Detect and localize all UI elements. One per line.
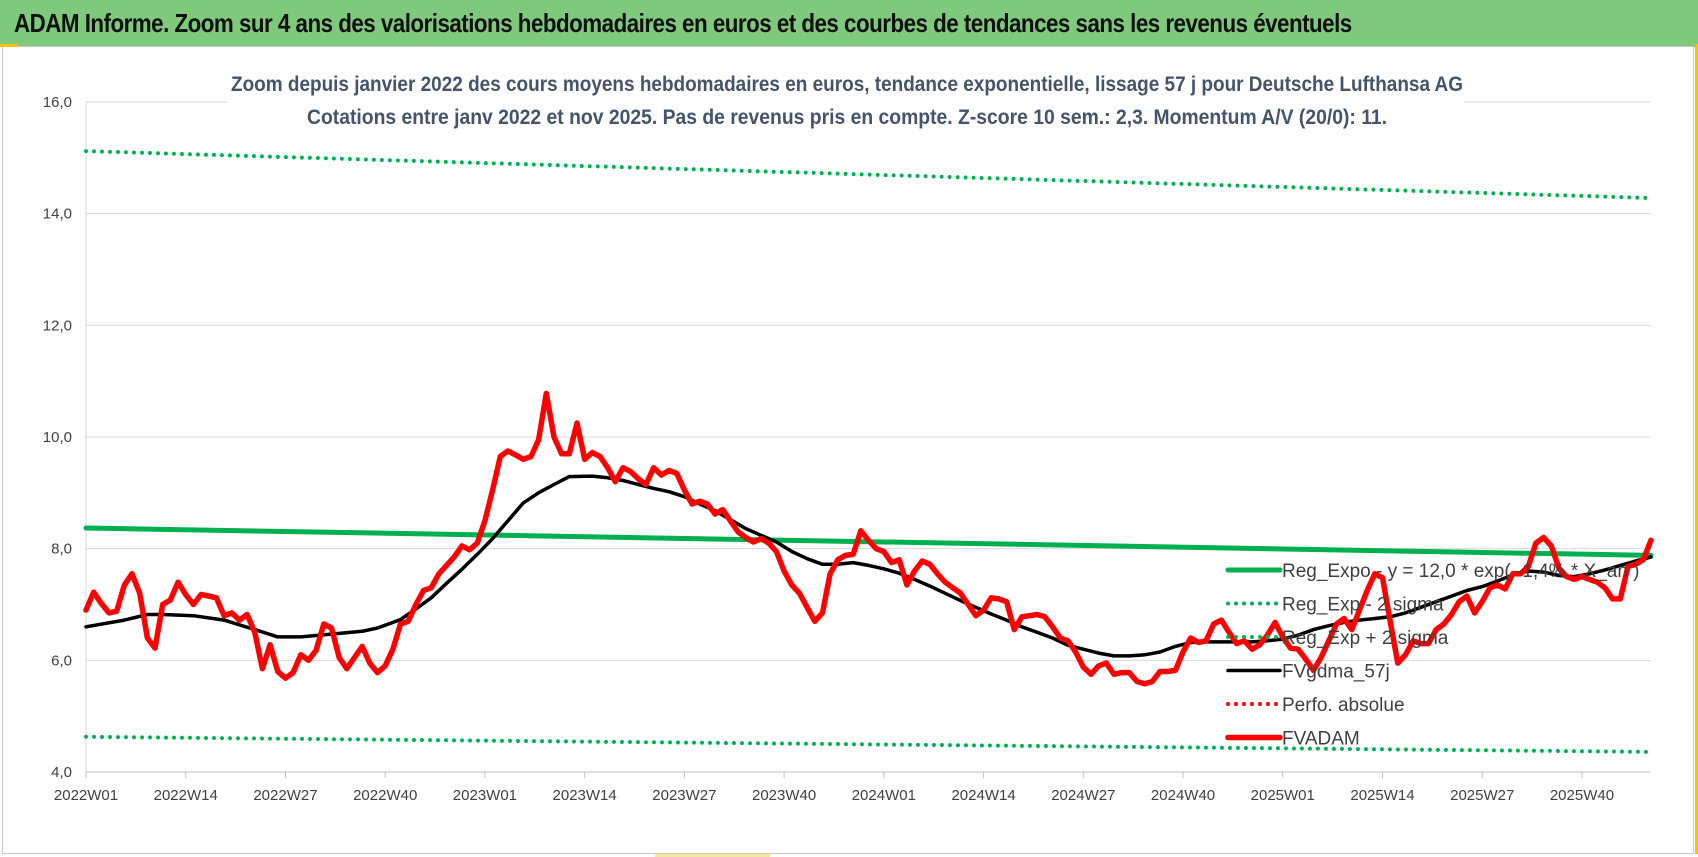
- x-tick-label: 2024W40: [1151, 787, 1215, 804]
- x-tick-label: 2025W14: [1350, 787, 1414, 804]
- series-line-reg-exp-2-sigma: [84, 149, 1653, 200]
- y-tick-label: 6,0: [51, 652, 72, 669]
- x-tick-label: 2023W40: [752, 787, 816, 804]
- y-tick-label: 12,0: [43, 317, 72, 334]
- x-axis: 2022W01 2022W14 2022W27 2022W40 2023W01 2023W…: [54, 771, 1651, 804]
- y-tick-label: 10,0: [43, 429, 72, 446]
- series-line-fvadam: [83, 390, 1654, 687]
- legend-label-reg-exp-2-sigma: Reg_Exp + 2 sigma: [1282, 628, 1449, 649]
- y-tick-label: 4,0: [51, 764, 72, 781]
- legend-label-reg-expo-y-12-0-exp-1-4-x-an: Reg_Expo - y = 12,0 * exp( -1,4% * X_an …: [1282, 561, 1640, 582]
- y-tick-label: 14,0: [43, 206, 72, 223]
- frame-accent-right: [1695, 44, 1698, 854]
- y-tick-label: 16,0: [43, 94, 72, 111]
- x-tick-label: 2022W40: [353, 787, 417, 804]
- x-tick-label: 2024W14: [951, 787, 1015, 804]
- x-tick-label: 2025W40: [1550, 787, 1614, 804]
- legend-label-fvadam: FVADAM: [1282, 729, 1360, 750]
- chart-frame: [2, 46, 1694, 854]
- x-tick-label: 2025W27: [1450, 787, 1514, 804]
- frame-accent-top-left: [0, 44, 18, 47]
- x-tick-label: 2022W01: [54, 787, 118, 804]
- x-tick-label: 2023W01: [453, 787, 517, 804]
- series-line-fvgdma-57j: [84, 474, 1653, 658]
- legend-label-reg-exp-2-sigma: Reg_Exp - 2 sigma: [1282, 595, 1444, 616]
- legend-label-fvgdma-57j: FVgdma_57j: [1282, 662, 1390, 683]
- x-tick-label: 2024W01: [852, 787, 916, 804]
- x-tick-label: 2025W01: [1251, 787, 1315, 804]
- title-background: [228, 66, 1464, 134]
- x-tick-label: 2022W27: [253, 787, 317, 804]
- x-tick-label: 2024W27: [1051, 787, 1115, 804]
- x-tick-label: 2023W14: [553, 787, 617, 804]
- chart-subtitle: Cotations entre janv 2022 et nov 2025. P…: [307, 106, 1387, 129]
- series-line-reg-exp-2-sigma: [84, 734, 1653, 754]
- report-title: ADAM Informe. Zoom sur 4 ans des valoris…: [14, 8, 1352, 38]
- x-tick-label: 2022W14: [154, 787, 218, 804]
- x-tick-label: 2023W27: [652, 787, 716, 804]
- y-axis: 4,0 6,0 8,0 10,0 12,0 14,0 16,0: [43, 94, 72, 781]
- chart-legend: Reg_Expo - y = 12,0 * exp( -1,4% * X_an …: [1225, 561, 1640, 750]
- chart-title: Zoom depuis janvier 2022 des cours moyen…: [231, 73, 1463, 96]
- legend-label-perfo-absolue: Perfo. absolue: [1282, 695, 1405, 716]
- frame-accent-bottom: [655, 854, 770, 857]
- title-bar: ADAM Informe. Zoom sur 4 ans des valoris…: [0, 0, 1698, 47]
- chart-grid: [85, 101, 1651, 773]
- chart-series: [83, 149, 1654, 754]
- y-tick-label: 8,0: [51, 541, 72, 558]
